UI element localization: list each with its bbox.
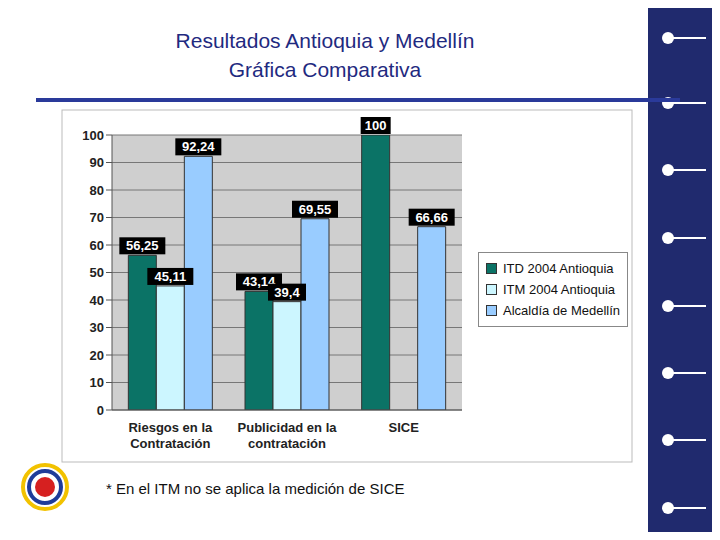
svg-text:39,4: 39,4 xyxy=(274,285,300,300)
html-text:Alcaldía de Medellín: Alcaldía de Medellín xyxy=(503,303,621,318)
svg-text:SICE: SICE xyxy=(388,420,419,435)
svg-text:Publicidad en lacontratación: Publicidad en lacontratación xyxy=(238,420,338,451)
svg-text:92,24: 92,24 xyxy=(182,139,215,154)
svg-text:30: 30 xyxy=(90,320,104,335)
svg-text:40: 40 xyxy=(90,293,104,308)
svg-text:100: 100 xyxy=(365,118,387,133)
svg-text:Riesgos en laContratación: Riesgos en laContratación xyxy=(128,420,213,451)
svg-text:0: 0 xyxy=(97,403,104,418)
svg-text:69,55: 69,55 xyxy=(299,202,332,217)
svg-text:66,66: 66,66 xyxy=(415,210,448,225)
svg-text:100: 100 xyxy=(82,128,104,143)
svg-text:60: 60 xyxy=(90,238,104,253)
html-text:ITD 2004 Antioquia: ITD 2004 Antioquia xyxy=(503,261,614,276)
svg-text:50: 50 xyxy=(90,265,104,280)
svg-text:43,14: 43,14 xyxy=(242,274,276,290)
svg-text:80: 80 xyxy=(90,183,104,198)
html-text:* En el ITM no se aplica la me: * En el ITM no se aplica la medición de … xyxy=(106,480,405,497)
svg-text:45,11: 45,11 xyxy=(154,269,186,284)
html-text:ITM 2004 Antioquia: ITM 2004 Antioquia xyxy=(503,282,615,297)
svg-text:70: 70 xyxy=(90,210,104,225)
svg-text:20: 20 xyxy=(90,348,104,363)
html-text:Gráfica Comparativa: Gráfica Comparativa xyxy=(228,58,422,81)
html-text:Resultados Antioquia y Medellí: Resultados Antioquia y Medellín xyxy=(175,29,475,52)
svg-text:10: 10 xyxy=(90,375,104,390)
svg-text:56,25: 56,25 xyxy=(126,238,159,253)
svg-text:90: 90 xyxy=(90,155,104,170)
